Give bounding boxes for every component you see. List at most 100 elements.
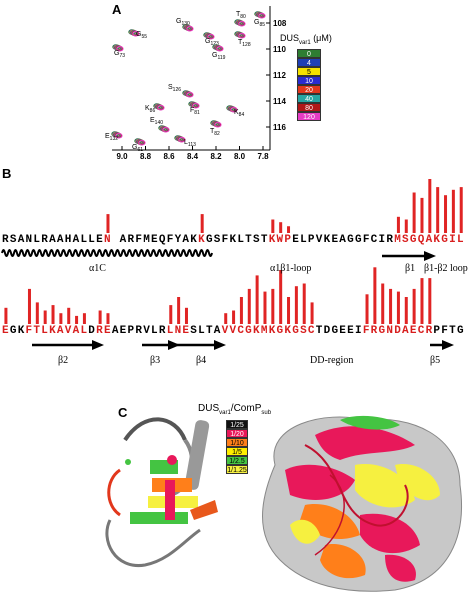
annotation-alpha1c: α1C — [89, 263, 106, 274]
residue: E — [2, 325, 9, 337]
residue: C — [237, 325, 244, 337]
perturbation-bar — [420, 278, 424, 324]
nmr-peak-contour — [115, 133, 123, 139]
residue: A — [119, 234, 127, 246]
residue: K — [253, 325, 260, 337]
perturbation-bar — [271, 219, 275, 233]
residue: F — [166, 234, 174, 246]
residue: M — [260, 325, 268, 337]
residue: A — [402, 325, 409, 337]
perturbation-bar — [396, 216, 400, 233]
annotation-beta1: β1 — [405, 263, 416, 274]
perturbation-bar — [287, 297, 291, 324]
sequence-bars — [4, 179, 463, 324]
annotation-beta5: β5 — [430, 355, 441, 366]
perturbation-bar — [75, 315, 79, 324]
residue: K — [190, 234, 197, 246]
x-tick-label: 9.0 — [116, 152, 128, 161]
residue: A — [72, 234, 80, 246]
annotation-dd-region: DD-region — [310, 355, 354, 366]
arrow-beta1 — [382, 251, 436, 261]
residue: T — [33, 325, 40, 337]
annotation-beta1beta2-loop: β1-β2 loop — [424, 263, 468, 274]
nmr-peak-contour — [258, 13, 266, 19]
annotation-beta4: β4 — [196, 355, 207, 366]
residue: L — [456, 234, 464, 246]
residue: T — [260, 234, 268, 246]
residue: N — [25, 234, 33, 246]
residue: T — [245, 234, 252, 246]
residue: R — [2, 234, 9, 246]
structure-legend-entry: 1/1.25 — [226, 465, 248, 474]
nmr-peak-contour — [238, 21, 246, 27]
perturbation-bar — [459, 187, 463, 233]
nmr-peak-contour — [178, 137, 186, 143]
residue: L — [33, 234, 40, 246]
perturbation-bar — [294, 286, 298, 324]
residue: G — [245, 325, 252, 337]
nmr-peak-contour — [157, 105, 165, 111]
perturbation-bar — [396, 291, 400, 324]
sequence-row-1: RSANLRAAHALLEN ARFMEQFYAKKGSFKLTSTKWPELP… — [2, 234, 465, 246]
residue: F — [362, 234, 370, 246]
peak-label: G123 — [205, 38, 219, 47]
y-tick-label: 108 — [273, 19, 287, 28]
structure-legend-entry: 1/2.5 — [226, 456, 248, 465]
perturbation-bar — [200, 214, 204, 233]
residue: S — [9, 234, 17, 246]
x-tick-label: 8.0 — [234, 152, 246, 161]
helix-alpha1c — [1, 249, 213, 257]
perturbation-bar — [279, 222, 283, 233]
perturbation-bar — [184, 307, 188, 324]
residue: M — [143, 234, 150, 246]
residue: C — [307, 325, 315, 337]
perturbation-bar — [4, 307, 8, 324]
perturbation-bar — [404, 219, 408, 233]
perturbation-bar — [373, 267, 377, 324]
nmr-legend-entry: 5 — [297, 67, 321, 76]
y-tick-label: 112 — [273, 71, 286, 80]
residue: E — [151, 234, 158, 246]
residue: A — [56, 325, 64, 337]
y-tick-label: 110 — [273, 45, 286, 54]
perturbation-bar — [106, 313, 110, 324]
perturbation-bar — [106, 214, 110, 233]
nmr-peak-contour — [162, 127, 170, 133]
perturbation-bar — [239, 297, 243, 324]
residue: G — [456, 325, 464, 337]
residue: E — [182, 325, 190, 337]
residue: E — [339, 325, 346, 337]
structure-legend-entry: 1/25 — [226, 420, 248, 429]
residue: A — [56, 234, 64, 246]
residue: V — [221, 325, 229, 337]
x-tick-label: 8.8 — [140, 152, 152, 161]
perturbation-bar — [444, 195, 448, 233]
annotation-beta2: β2 — [58, 355, 69, 366]
residue: E — [103, 325, 111, 337]
residue: L — [198, 325, 205, 337]
residue: K — [17, 325, 25, 337]
residue: S — [300, 325, 307, 337]
residue: P — [307, 234, 315, 246]
residue: E — [96, 234, 103, 246]
residue: I — [449, 234, 456, 246]
residue: V — [143, 325, 150, 337]
residue: N — [174, 325, 182, 337]
surface-structure — [262, 415, 462, 592]
x-tick-label: 8.4 — [187, 152, 199, 161]
residue: A — [339, 234, 346, 246]
y-tick-label: 114 — [273, 97, 286, 106]
residue: K — [229, 234, 237, 246]
residue: L — [88, 234, 95, 246]
nmr-peak-contour — [116, 46, 124, 52]
residue: R — [96, 325, 103, 337]
structure-legend-entry: 1/5 — [226, 447, 248, 456]
residue: I — [354, 325, 362, 337]
residue: Q — [158, 234, 166, 246]
nmr-legend-entry: 20 — [297, 85, 321, 94]
residue: E — [119, 325, 127, 337]
residue: G — [354, 234, 362, 246]
residue: K — [49, 325, 56, 337]
residue: A — [425, 234, 433, 246]
perturbation-bar — [287, 226, 291, 233]
